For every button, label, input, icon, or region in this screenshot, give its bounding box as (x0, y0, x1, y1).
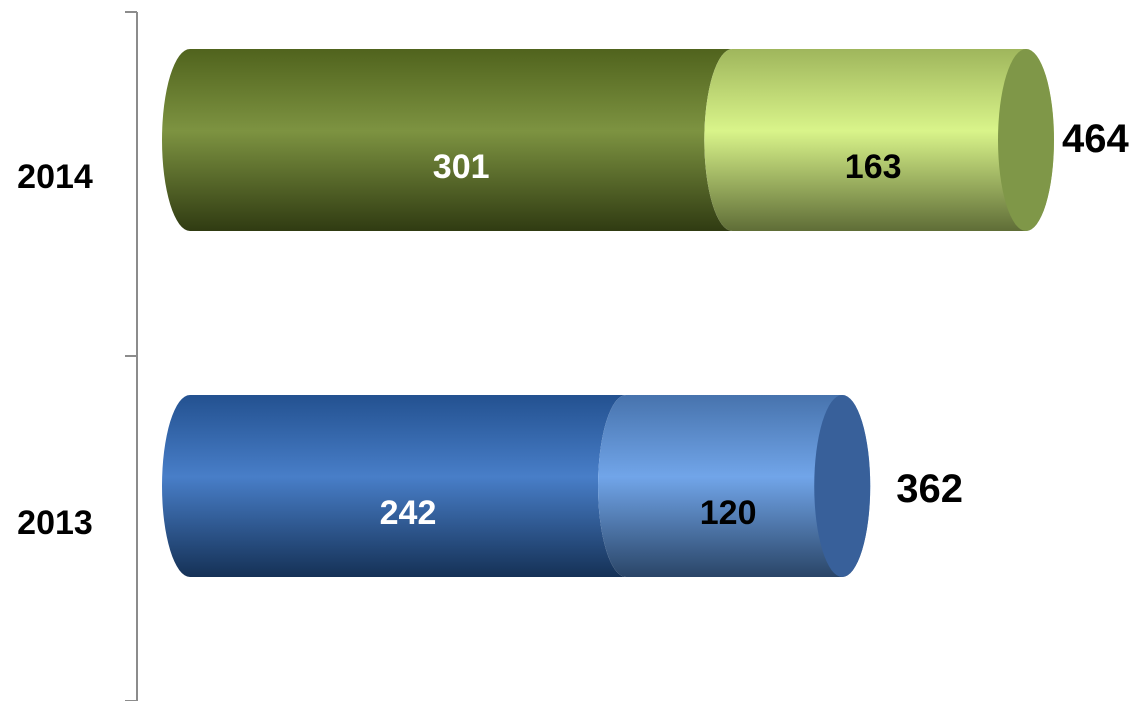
bars (162, 49, 1054, 577)
category-label-2014: 2014 (17, 158, 93, 196)
data-labels: 2014 301 163 464 2013 242 120 362 (17, 117, 1129, 542)
bar-segment-2013-series-2 (598, 395, 871, 577)
category-axis (125, 11, 138, 702)
bar-segment-2014-series-2 (704, 49, 1054, 231)
data-label-2013-series-2: 120 (700, 494, 757, 532)
bar-segment-2013-series-1 (162, 395, 627, 577)
total-label-2014: 464 (1062, 117, 1129, 161)
data-label-2014-series-1: 301 (433, 148, 490, 186)
bar-end-cap-2013 (814, 395, 871, 577)
bar-end-cap-2014 (998, 49, 1054, 231)
category-label-2013: 2013 (17, 504, 93, 542)
data-label-2014-series-2: 163 (845, 148, 902, 186)
data-label-2013-series-1: 242 (380, 494, 437, 532)
total-label-2013: 362 (896, 467, 963, 511)
bar-group-2013 (162, 395, 871, 577)
bar-group-2014 (162, 49, 1054, 232)
bar-segment-2014-series-1 (162, 49, 733, 232)
